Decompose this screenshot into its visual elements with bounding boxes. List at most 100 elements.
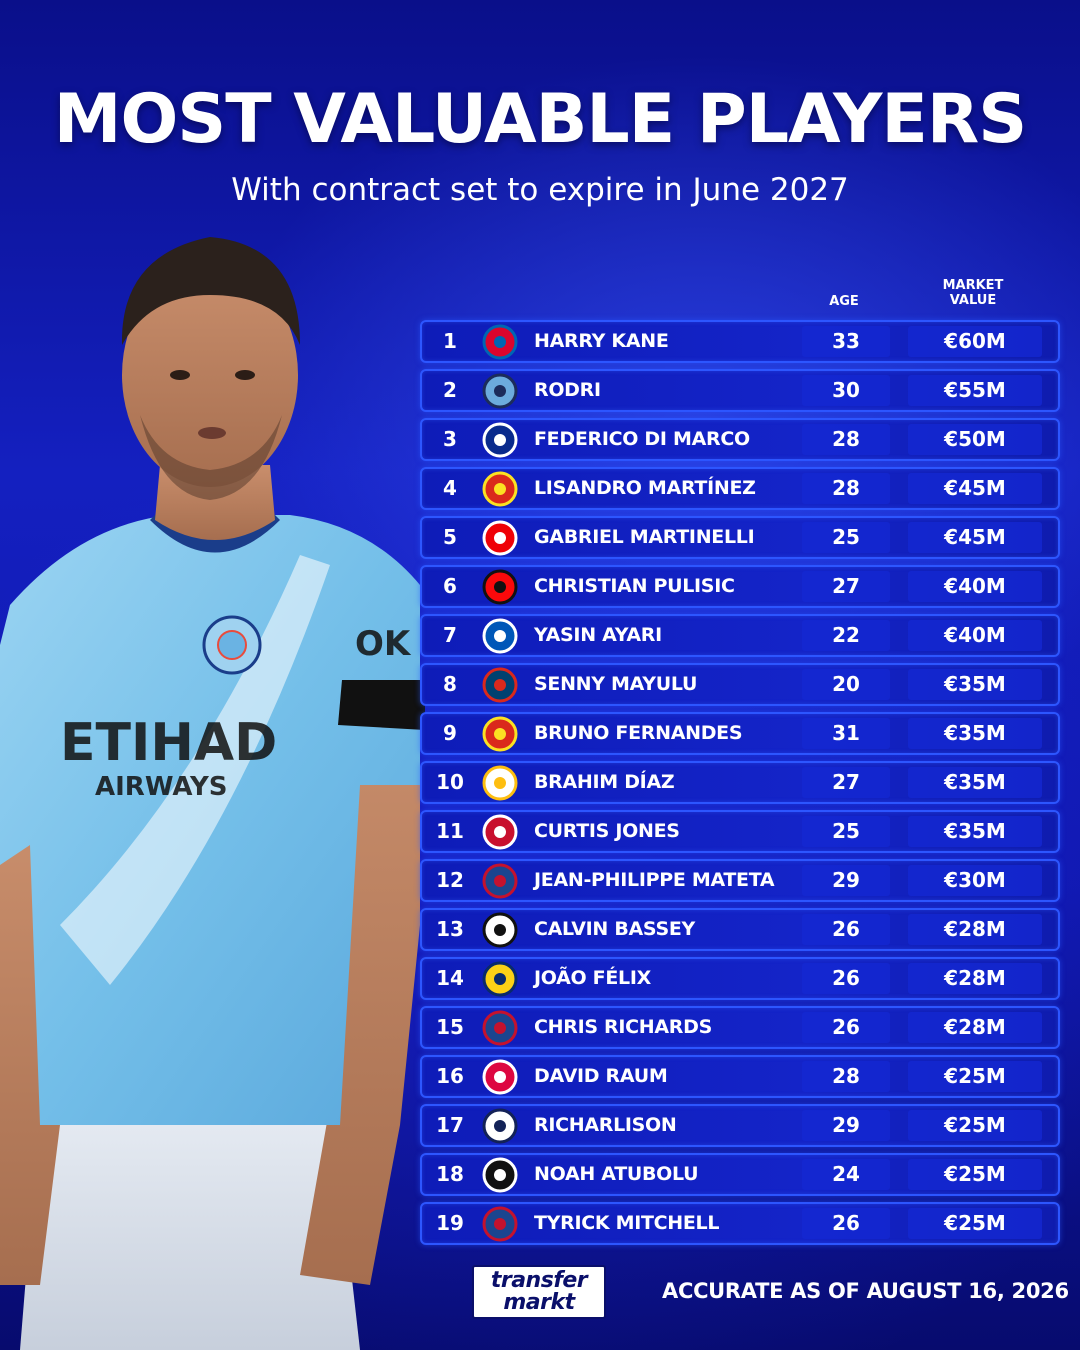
- manchester-united-crest-icon: [482, 716, 518, 752]
- player-name: HARRY KANE: [534, 330, 669, 352]
- player-market-value: €45M: [908, 522, 1042, 553]
- player-market-value: €40M: [908, 571, 1042, 602]
- rank-number: 9: [443, 721, 457, 745]
- tottenham-crest-icon: [482, 1108, 518, 1144]
- player-age: 27: [802, 571, 890, 602]
- al-nassr-crest-icon: [482, 961, 518, 997]
- rank-number: 8: [443, 672, 457, 696]
- table-row: 16 DAVID RAUM 28 €25M: [420, 1055, 1060, 1098]
- player-name: TYRICK MITCHELL: [534, 1212, 720, 1234]
- player-market-value: €45M: [908, 473, 1042, 504]
- table-row: 19 TYRICK MITCHELL 26 €25M: [420, 1202, 1060, 1245]
- player-market-value: €40M: [908, 620, 1042, 651]
- rank-number: 2: [443, 378, 457, 402]
- market-value-column-header: MARKET VALUE: [942, 278, 1004, 308]
- rank-number: 13: [436, 917, 464, 941]
- rank-number: 18: [436, 1162, 464, 1186]
- liverpool-crest-icon: [482, 814, 518, 850]
- player-name: CALVIN BASSEY: [534, 918, 695, 940]
- player-name: DAVID RAUM: [534, 1065, 668, 1087]
- player-market-value: €28M: [908, 963, 1042, 994]
- table-row: 17 RICHARLISON 29 €25M: [420, 1104, 1060, 1147]
- player-age: 28: [802, 473, 890, 504]
- page-title: MOST VALUABLE PLAYERS: [53, 80, 1027, 159]
- rank-number: 4: [443, 476, 457, 500]
- player-age: 25: [802, 522, 890, 553]
- player-name: LISANDRO MARTÍNEZ: [534, 477, 756, 499]
- rb-leipzig-crest-icon: [482, 1059, 518, 1095]
- svg-text:OK: OK: [355, 624, 412, 664]
- player-market-value: €35M: [908, 669, 1042, 700]
- rank-number: 5: [443, 525, 457, 549]
- player-market-value: €55M: [908, 375, 1042, 406]
- crystal-palace-crest-icon: [482, 863, 518, 899]
- player-market-value: €25M: [908, 1110, 1042, 1141]
- table-row: 1 HARRY KANE 33 €60M: [420, 320, 1060, 363]
- player-age: 26: [802, 914, 890, 945]
- player-name: BRUNO FERNANDES: [534, 722, 743, 744]
- player-name: RICHARLISON: [534, 1114, 677, 1136]
- bayern-munich-crest-icon: [482, 324, 518, 360]
- player-age: 27: [802, 767, 890, 798]
- table-row: 2 RODRI 30 €55M: [420, 369, 1060, 412]
- player-name: FEDERICO DI MARCO: [534, 428, 750, 450]
- rank-number: 16: [436, 1064, 464, 1088]
- player-market-value: €28M: [908, 914, 1042, 945]
- rank-number: 14: [436, 966, 464, 990]
- player-name: NOAH ATUBOLU: [534, 1163, 699, 1185]
- rank-number: 12: [436, 868, 464, 892]
- table-row: 7 YASIN AYARI 22 €40M: [420, 614, 1060, 657]
- rank-number: 19: [436, 1211, 464, 1235]
- player-age: 24: [802, 1159, 890, 1190]
- player-name: SENNY MAYULU: [534, 673, 698, 695]
- player-name: CHRISTIAN PULISIC: [534, 575, 735, 597]
- player-age: 29: [802, 1110, 890, 1141]
- manchester-united-crest-icon: [482, 471, 518, 507]
- player-age: 26: [802, 963, 890, 994]
- fulham-crest-icon: [482, 912, 518, 948]
- player-photo: ETIHAD AIRWAYS OK: [0, 237, 425, 1350]
- age-column-header: AGE: [829, 294, 859, 309]
- transfermarkt-logo: transfer markt: [472, 1265, 606, 1319]
- player-age: 30: [802, 375, 890, 406]
- svg-text:ETIHAD: ETIHAD: [60, 713, 277, 773]
- crystal-palace-crest-icon: [482, 1206, 518, 1242]
- sc-freiburg-crest-icon: [482, 1157, 518, 1193]
- table-row: 13 CALVIN BASSEY 26 €28M: [420, 908, 1060, 951]
- player-age: 31: [802, 718, 890, 749]
- table-row: 10 BRAHIM DÍAZ 27 €35M: [420, 761, 1060, 804]
- player-name: CHRIS RICHARDS: [534, 1016, 712, 1038]
- player-market-value: €30M: [908, 865, 1042, 896]
- inter-milan-crest-icon: [482, 422, 518, 458]
- players-table: 1 HARRY KANE 33 €60M 2 RODRI 30 €55M 3 FEDERICO D…: [420, 320, 1060, 1251]
- player-name: BRAHIM DÍAZ: [534, 771, 675, 793]
- player-age: 26: [802, 1208, 890, 1239]
- player-age: 29: [802, 865, 890, 896]
- table-row: 14 JOÃO FÉLIX 26 €28M: [420, 957, 1060, 1000]
- player-name: RODRI: [534, 379, 601, 401]
- table-row: 18 NOAH ATUBOLU 24 €25M: [420, 1153, 1060, 1196]
- rank-number: 15: [436, 1015, 464, 1039]
- arsenal-crest-icon: [482, 520, 518, 556]
- rank-number: 10: [436, 770, 464, 794]
- player-age: 25: [802, 816, 890, 847]
- svg-text:AIRWAYS: AIRWAYS: [95, 772, 228, 802]
- rank-number: 6: [443, 574, 457, 598]
- rank-number: 17: [436, 1113, 464, 1137]
- table-row: 5 GABRIEL MARTINELLI 25 €45M: [420, 516, 1060, 559]
- player-name: JEAN-PHILIPPE MATETA: [534, 869, 775, 891]
- crystal-palace-crest-icon: [482, 1010, 518, 1046]
- player-name: GABRIEL MARTINELLI: [534, 526, 755, 548]
- ac-milan-crest-icon: [482, 569, 518, 605]
- table-row: 9 BRUNO FERNANDES 31 €35M: [420, 712, 1060, 755]
- player-market-value: €28M: [908, 1012, 1042, 1043]
- rank-number: 7: [443, 623, 457, 647]
- player-age: 33: [802, 326, 890, 357]
- player-market-value: €35M: [908, 767, 1042, 798]
- page-subtitle: With contract set to expire in June 2027: [231, 172, 849, 208]
- manchester-city-crest-icon: [482, 373, 518, 409]
- player-market-value: €35M: [908, 816, 1042, 847]
- player-name: YASIN AYARI: [534, 624, 662, 646]
- player-age: 22: [802, 620, 890, 651]
- player-market-value: €50M: [908, 424, 1042, 455]
